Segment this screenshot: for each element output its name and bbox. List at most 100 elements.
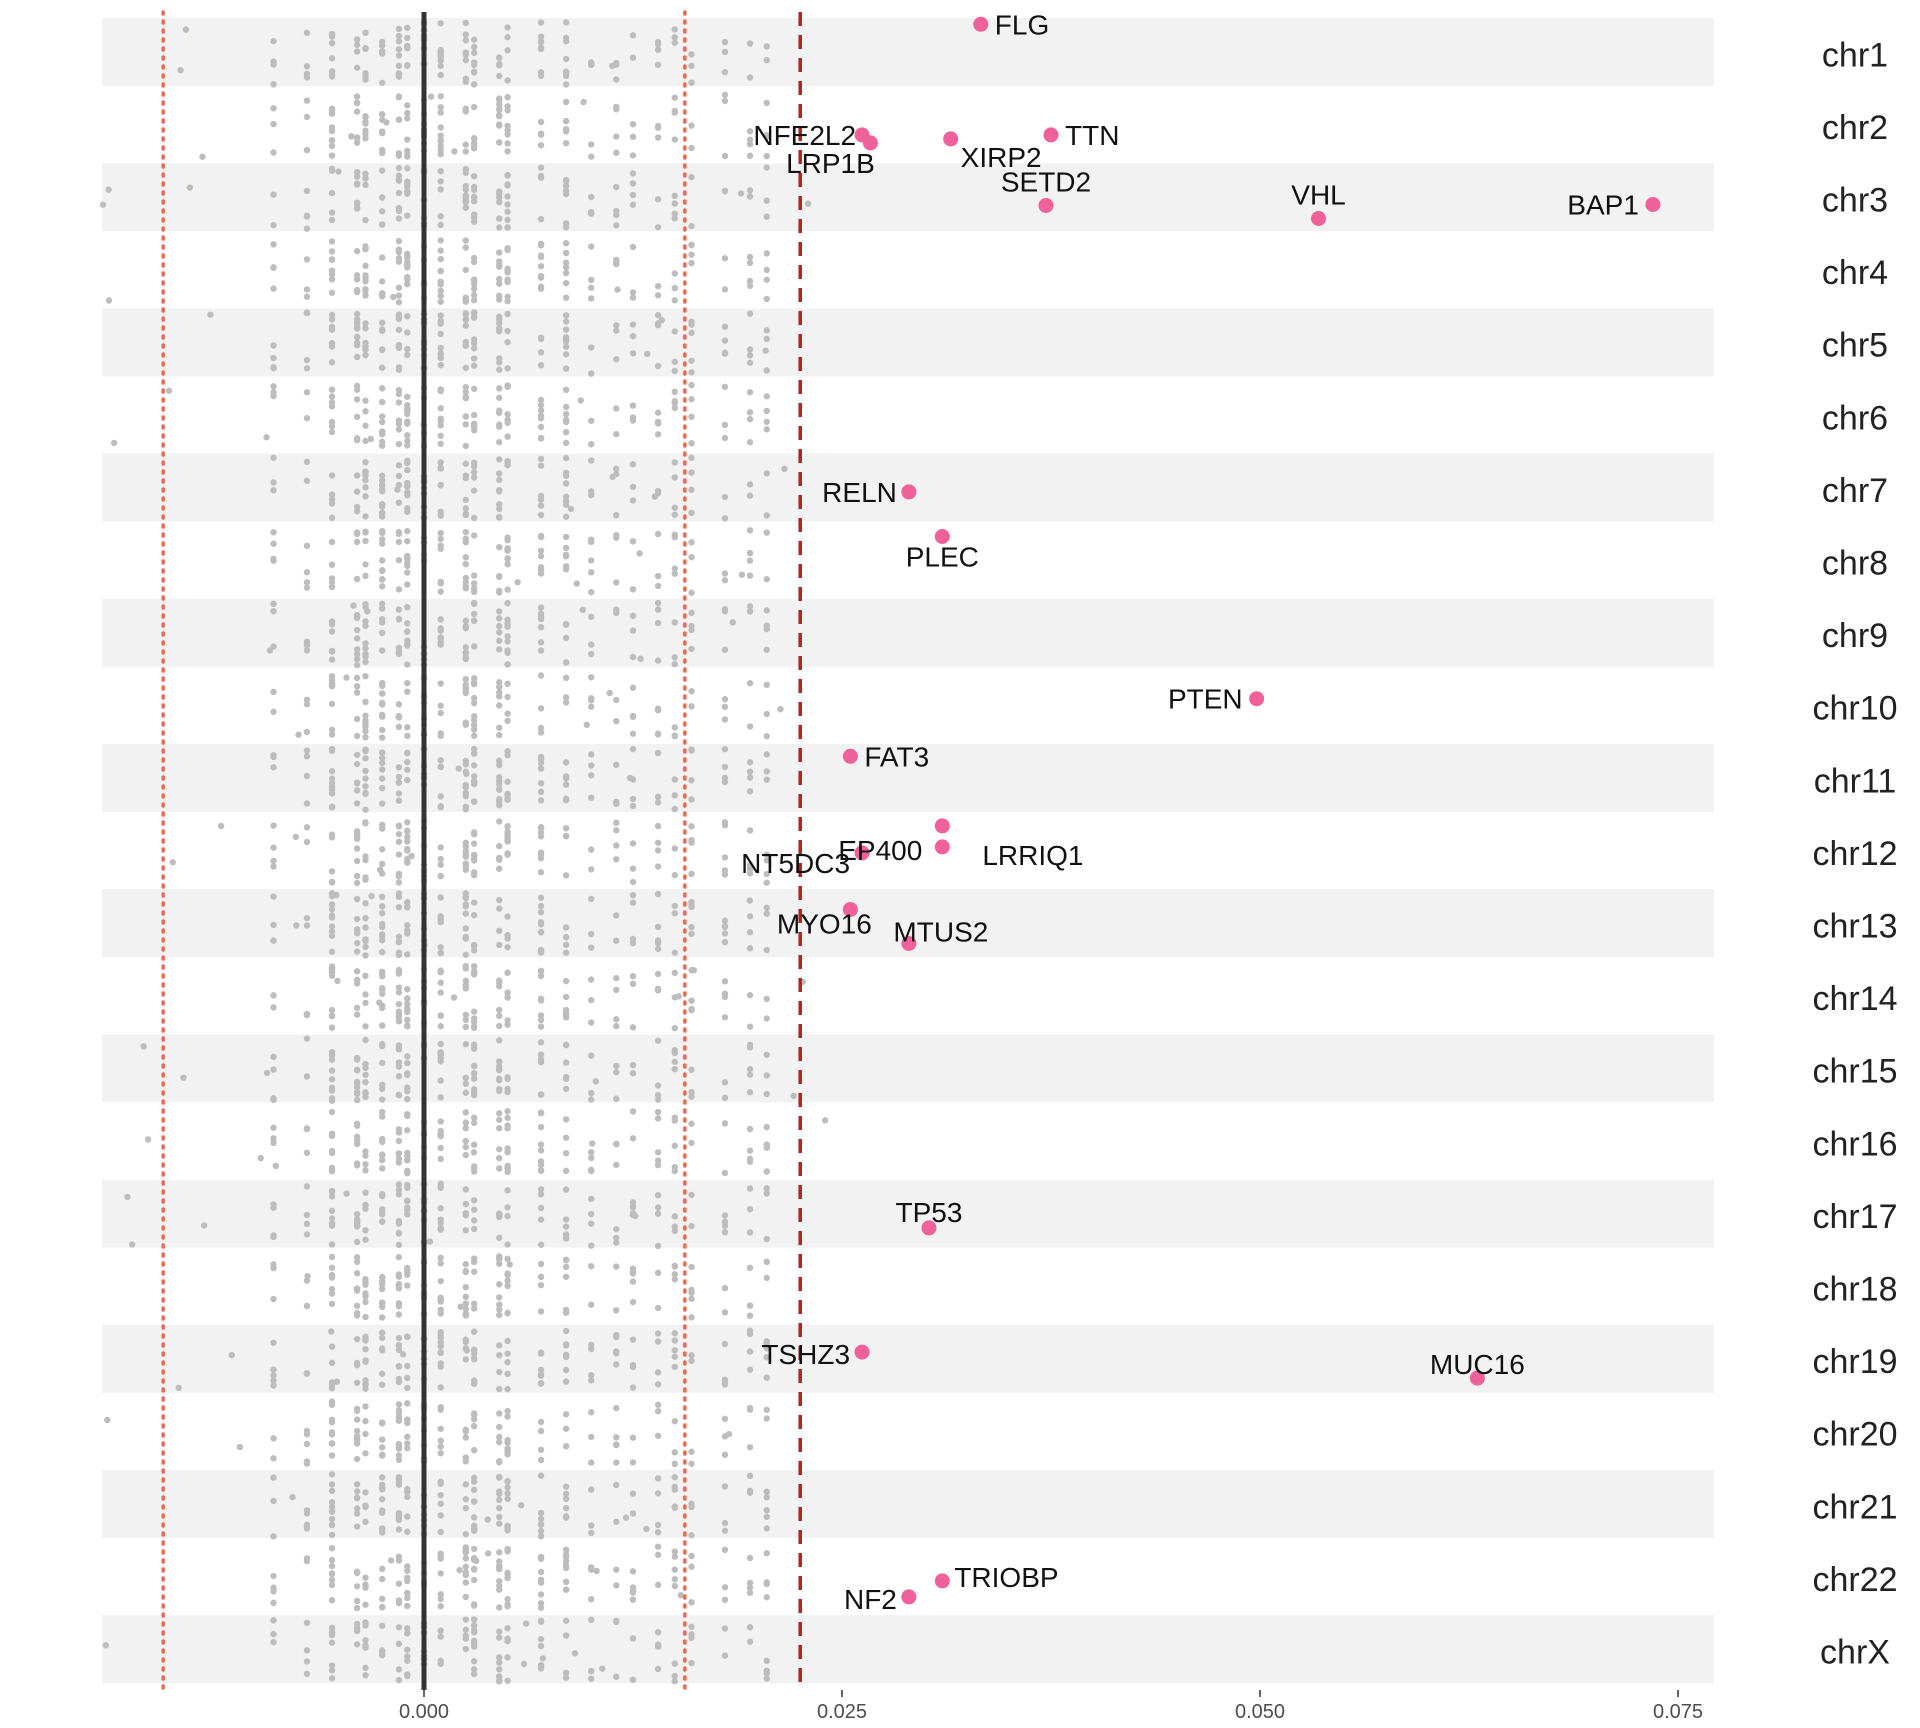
background-point — [343, 674, 350, 681]
background-point — [588, 650, 595, 658]
background-point — [353, 382, 361, 390]
background-point — [613, 717, 620, 725]
background-point — [165, 387, 173, 394]
background-point — [721, 1625, 729, 1632]
background-point — [395, 152, 403, 159]
background-point — [353, 760, 361, 768]
background-point — [395, 1280, 403, 1288]
background-point — [470, 840, 478, 847]
background-point — [580, 98, 587, 106]
background-point — [462, 644, 469, 651]
background-point — [496, 798, 503, 805]
background-point — [335, 168, 342, 175]
chromosome-label-chr7: chr7 — [1822, 472, 1888, 510]
background-point — [379, 1108, 386, 1116]
background-point — [671, 1417, 678, 1425]
background-point — [404, 1653, 411, 1660]
background-point — [379, 1081, 386, 1088]
background-point — [671, 94, 678, 101]
background-point — [328, 914, 336, 921]
background-point — [470, 1075, 478, 1082]
background-point — [496, 1604, 503, 1611]
background-point — [470, 610, 478, 618]
background-point — [562, 1116, 570, 1123]
background-point — [404, 688, 411, 695]
background-point — [99, 201, 107, 208]
background-point — [654, 292, 662, 299]
background-point — [562, 410, 570, 418]
background-point — [353, 99, 361, 106]
background-point — [470, 699, 478, 707]
background-point — [588, 1522, 595, 1529]
background-point — [537, 455, 545, 463]
background-point — [763, 276, 770, 283]
background-point — [437, 255, 444, 263]
background-point — [721, 38, 729, 46]
background-point — [303, 1647, 311, 1654]
background-point — [562, 98, 570, 106]
background-point — [562, 1306, 570, 1314]
background-point — [395, 440, 403, 448]
background-point — [588, 1301, 595, 1308]
background-point — [537, 19, 545, 26]
background-point — [470, 49, 478, 57]
background-point — [303, 569, 311, 576]
background-point — [804, 200, 812, 207]
background-point — [671, 1363, 678, 1371]
background-point — [362, 537, 369, 545]
background-point — [270, 61, 277, 68]
background-point — [362, 734, 369, 741]
background-point — [504, 172, 511, 179]
background-point — [395, 25, 403, 33]
background-point — [573, 580, 580, 587]
background-point — [763, 910, 770, 917]
background-point — [328, 1481, 336, 1488]
background-point — [746, 992, 754, 999]
background-point — [562, 439, 570, 447]
background-point — [328, 923, 336, 930]
background-point — [303, 458, 311, 466]
background-point — [395, 606, 403, 613]
gene-point-mtus2 — [901, 936, 917, 951]
background-point — [462, 863, 469, 870]
background-point — [746, 1579, 754, 1587]
background-point — [328, 124, 336, 131]
background-point — [671, 654, 678, 661]
background-point — [763, 99, 770, 107]
background-point — [362, 339, 369, 347]
background-point — [362, 1672, 369, 1679]
background-point — [353, 1160, 361, 1167]
background-point — [613, 607, 620, 615]
background-point — [462, 388, 469, 396]
background-point — [763, 1340, 770, 1347]
background-point — [671, 732, 678, 739]
background-point — [462, 623, 469, 630]
background-point — [328, 1193, 336, 1200]
background-point — [629, 1459, 637, 1466]
background-point — [328, 1531, 336, 1539]
background-point — [562, 1617, 570, 1624]
background-point — [462, 965, 469, 972]
background-point — [353, 1523, 361, 1530]
background-point — [404, 115, 411, 122]
background-point — [496, 95, 503, 102]
x-tick-label: 0.025 — [817, 1701, 867, 1723]
background-point — [379, 1452, 386, 1459]
background-point — [437, 124, 444, 131]
background-point — [379, 910, 386, 917]
background-point — [462, 1310, 469, 1318]
background-point — [395, 38, 403, 45]
background-point — [537, 1446, 545, 1454]
background-point — [763, 1190, 770, 1197]
background-point — [328, 1544, 336, 1552]
background-point — [537, 705, 545, 712]
background-point — [395, 46, 403, 53]
background-point — [353, 353, 361, 361]
background-point — [588, 1529, 595, 1537]
background-point — [763, 470, 770, 477]
background-point — [470, 1328, 478, 1335]
background-point — [362, 1298, 369, 1306]
background-point — [721, 1483, 729, 1490]
background-point — [496, 905, 503, 912]
background-point — [746, 945, 754, 952]
